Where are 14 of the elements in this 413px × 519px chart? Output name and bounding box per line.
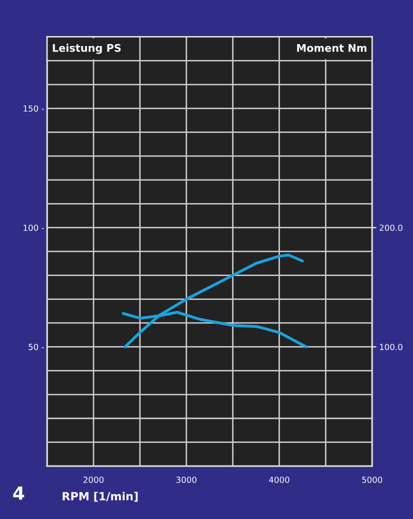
x-tick-label: 2000 <box>84 476 104 483</box>
line-series <box>124 254 304 348</box>
text: 4 <box>13 486 24 500</box>
y-tick-label: 50 - <box>28 344 44 350</box>
y2-tick-label: 200.0 <box>380 224 402 231</box>
x-tick-label: 5000 <box>362 476 382 483</box>
x-tick-label: 3000 <box>176 476 196 483</box>
y-tick-label: 100 - <box>24 224 44 231</box>
y-tick-label: 150 - <box>24 105 44 112</box>
y2-axis-title: Moment Nm <box>297 44 366 52</box>
x-axis-title: RPM [1/min] <box>62 492 138 502</box>
y2-tick-label: 100.0 <box>380 344 402 350</box>
x-tick-label: 4000 <box>269 476 290 483</box>
y-axis-title: Leistung PS <box>52 44 121 54</box>
